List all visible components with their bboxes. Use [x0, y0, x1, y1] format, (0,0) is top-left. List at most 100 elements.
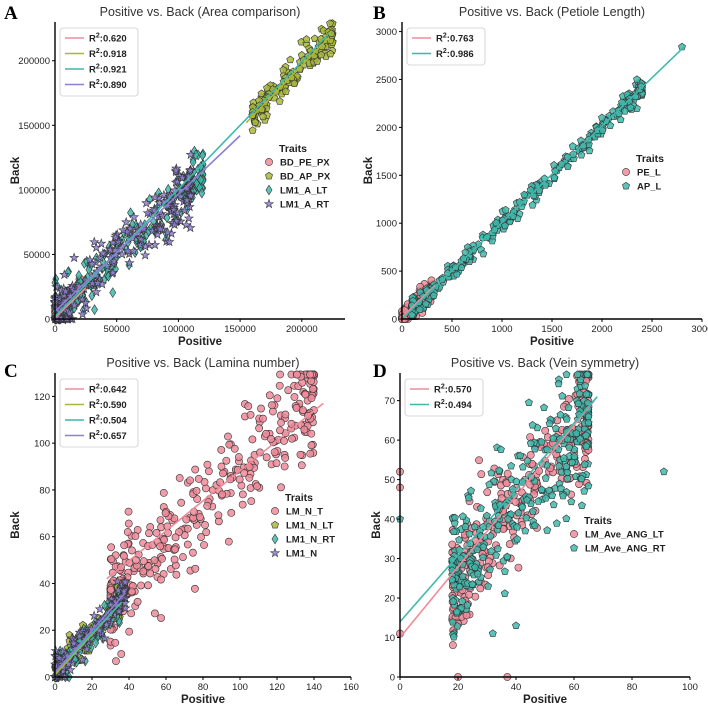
data-point: [503, 469, 512, 478]
y-tick-label: 1000: [376, 219, 397, 230]
data-point: [131, 532, 140, 541]
r2-legend: R2:0.763 R2:0.986: [406, 27, 486, 66]
data-point: [97, 247, 109, 258]
data-point: [202, 528, 211, 537]
x-axis-label: Positive: [523, 694, 567, 705]
data-point: [57, 646, 68, 657]
traits-legend-label: BD_PE_PX: [280, 158, 330, 169]
data-point: [518, 462, 527, 471]
data-point: [471, 563, 480, 571]
x-axis-label: Positive: [181, 694, 225, 705]
data-point: [562, 462, 571, 470]
data-point: [265, 391, 274, 400]
y-tick-label: 10: [384, 633, 395, 644]
data-point: [146, 569, 155, 578]
data-point: [112, 576, 123, 586]
traits-legend-label: LM1_N_RT: [286, 535, 335, 546]
y-axis-label: Back: [10, 511, 22, 539]
data-point: [91, 242, 102, 253]
data-point: [140, 241, 151, 251]
data-point: [479, 249, 488, 258]
data-point: [554, 379, 563, 388]
data-point: [124, 507, 133, 516]
data-point: [276, 426, 284, 435]
data-point: [288, 434, 296, 443]
panel-title: Positive vs. Back (Petiole Length): [459, 5, 645, 19]
data-point: [584, 412, 593, 421]
y-tick-label: 3000: [376, 27, 397, 38]
y-tick-label: 60: [39, 532, 50, 543]
data-point: [99, 632, 110, 643]
data-point: [275, 381, 284, 390]
data-point: [275, 97, 284, 105]
data-point: [558, 391, 567, 400]
x-tick-label: 0: [52, 324, 57, 335]
data-point: [60, 285, 71, 296]
data-point: [125, 627, 134, 636]
traits-legend-title: Traits: [636, 153, 664, 165]
data-point: [451, 513, 459, 522]
fit-line-BD_AP_PX: [245, 36, 330, 124]
fit-line-LM1_N: [54, 592, 126, 673]
data-point: [69, 252, 80, 263]
traits-legend-marker: [622, 168, 630, 176]
x-tick-label: 100: [682, 682, 698, 693]
r2-legend: R2:0.620 R2:0.918 R2:0.921 R2:0.890: [59, 27, 139, 97]
data-point: [575, 389, 584, 397]
data-point: [181, 183, 193, 194]
data-point: [307, 429, 316, 438]
data-point: [633, 75, 641, 83]
data-point: [514, 508, 523, 517]
data-point: [92, 637, 100, 649]
data-point: [248, 435, 257, 444]
data-point: [272, 459, 281, 468]
data-point: [225, 440, 234, 449]
data-point: [257, 105, 266, 113]
data-point: [580, 460, 589, 468]
fit-line-LM_Ave_ANG_RT: [399, 396, 598, 623]
data-point: [534, 497, 543, 505]
y-axis-label: Back: [371, 511, 383, 539]
data-point: [449, 632, 458, 641]
x-tick-label: 140: [306, 682, 322, 693]
data-point: [526, 451, 535, 459]
data-point: [504, 514, 512, 523]
r2-legend-label: R2:0.494: [434, 399, 472, 411]
data-point: [183, 524, 192, 533]
data-point: [268, 401, 276, 410]
r2-legend-label: R2:0.763: [436, 33, 474, 45]
data-point: [287, 419, 296, 428]
data-point: [493, 544, 502, 553]
data-points: [396, 370, 668, 681]
data-point: [487, 468, 496, 477]
data-point: [148, 204, 160, 215]
data-point: [91, 304, 98, 316]
data-point: [218, 490, 227, 499]
y-tick-label: 50000: [24, 250, 50, 261]
x-tick-label: 1000: [491, 324, 512, 335]
data-point: [556, 410, 565, 419]
data-point: [518, 502, 527, 511]
data-point: [513, 522, 521, 531]
data-point: [246, 410, 255, 419]
data-point: [307, 441, 316, 450]
data-point: [478, 553, 487, 561]
data-point: [307, 394, 316, 403]
data-point: [107, 267, 119, 278]
panel-title: Positive vs. Back (Area comparison): [100, 5, 301, 19]
data-point: [468, 580, 477, 588]
data-point: [573, 370, 582, 378]
data-point: [157, 614, 165, 622]
panel-label: A: [4, 3, 18, 24]
traits-legend-marker: [271, 533, 279, 545]
data-point: [217, 446, 226, 454]
data-point: [157, 210, 168, 221]
data-point: [618, 98, 626, 106]
data-point: [169, 219, 180, 230]
data-point: [152, 229, 163, 240]
x-tick-label: 2000: [591, 324, 612, 335]
data-point: [124, 257, 135, 268]
data-point: [200, 541, 208, 549]
data-point: [485, 480, 494, 488]
data-point: [64, 308, 75, 318]
